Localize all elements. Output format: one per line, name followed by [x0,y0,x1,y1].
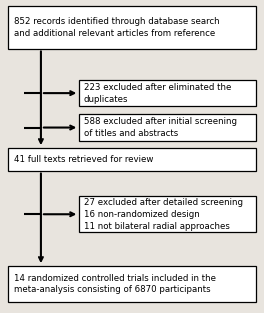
Text: 588 excluded after initial screening
of titles and abstracts: 588 excluded after initial screening of … [84,117,237,138]
FancyBboxPatch shape [8,266,256,302]
FancyBboxPatch shape [79,196,256,232]
FancyBboxPatch shape [8,6,256,49]
Text: 852 records identified through database search
and additional relevant articles : 852 records identified through database … [14,17,219,38]
FancyBboxPatch shape [79,80,256,106]
Text: 14 randomized controlled trials included in the
meta-analysis consisting of 6870: 14 randomized controlled trials included… [14,274,216,295]
Text: 223 excluded after eliminated the
duplicates: 223 excluded after eliminated the duplic… [84,83,231,104]
Text: 41 full texts retrieved for review: 41 full texts retrieved for review [14,155,153,164]
Text: 27 excluded after detailed screening
16 non-randomized design
11 not bilateral r: 27 excluded after detailed screening 16 … [84,198,243,231]
FancyBboxPatch shape [8,148,256,171]
FancyBboxPatch shape [79,114,256,141]
